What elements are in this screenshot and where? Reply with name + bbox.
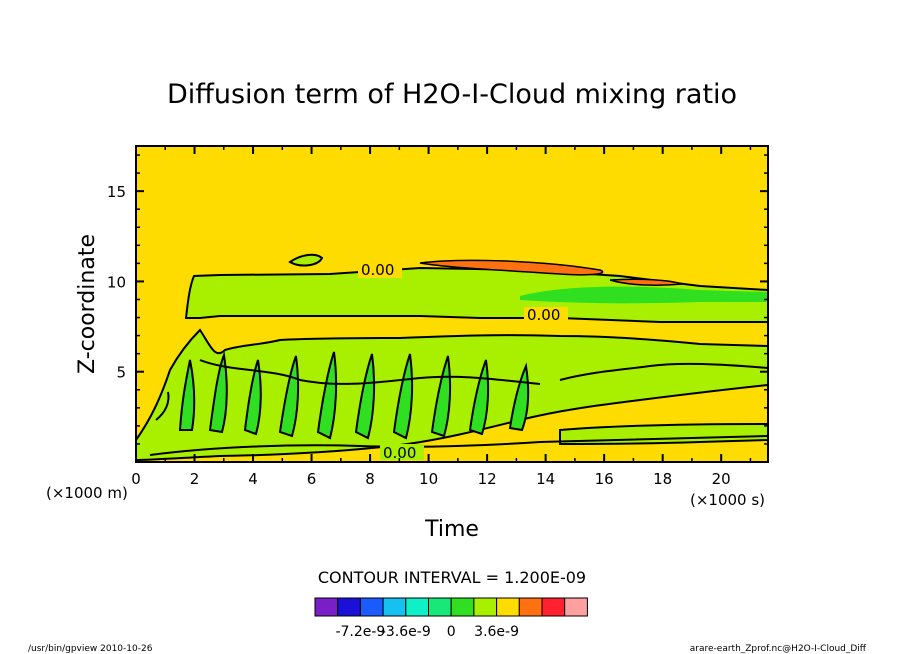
contour-lines (149, 359, 768, 456)
colorbar-swatch (359, 597, 384, 617)
stronger-negative-region (520, 286, 768, 304)
colorbar-swatch (314, 597, 339, 617)
colorbar-swatch (382, 597, 407, 617)
colorbar-swatch (428, 597, 452, 617)
x-axis-label: Time (424, 517, 479, 542)
colorbar-tick-label: 0 (447, 624, 456, 640)
chart-title: Diffusion term of H2O-I-Cloud mixing rat… (167, 79, 737, 110)
y-tick-label: 15 (107, 183, 126, 201)
y-tick-label: 10 (107, 273, 126, 291)
colorbar-tick-label: -7.2e-9 (335, 624, 385, 640)
x-tick-label: 8 (365, 470, 375, 488)
plot-area: 0.00 0.00 0.00 (135, 145, 769, 463)
colorbar-tick-label: 3.6e-9 (474, 624, 519, 640)
positive-region-1 (419, 259, 604, 276)
positive-region-2 (609, 278, 683, 286)
x-tick-label: 6 (307, 470, 317, 488)
x-tick-label: 10 (419, 470, 438, 488)
colorbar: -7.2e-9-3.6e-9 0 3.6e-9 (314, 597, 588, 640)
x-tick-label: 12 (478, 470, 497, 488)
footer-left: /usr/bin/gpview 2010-10-26 (28, 644, 153, 654)
y-tick-label: 5 (116, 364, 126, 382)
y-axis-label: Z-coordinate (75, 234, 100, 374)
contour-regions (136, 253, 768, 462)
colorbar-tick-label: -3.6e-9 (381, 624, 431, 640)
contour-interval-text: CONTOUR INTERVAL = 1.200E-09 (318, 568, 586, 587)
x-tick-label: 4 (248, 470, 258, 488)
contour-label-2: 0.00 (527, 306, 560, 324)
x-tick-label: 16 (595, 470, 614, 488)
plot-frame (135, 145, 769, 463)
colorbar-swatch (337, 597, 361, 617)
contour-label-3: 0.00 (383, 444, 416, 462)
contour-label-1: 0.00 (361, 261, 394, 279)
colorbar-swatch (564, 597, 588, 617)
y-axis: 5 10 15 (107, 154, 768, 445)
y-unit-label: (×1000 m) (46, 484, 128, 502)
colorbar-swatch (450, 597, 475, 617)
footer-right: arare-earth_Zprof.nc@H2O-I-Cloud_Diff (690, 644, 867, 654)
x-tick-label: 18 (653, 470, 672, 488)
colorbar-swatch (473, 597, 498, 617)
colorbar-swatch (496, 597, 520, 617)
colorbar-swatch (541, 597, 566, 617)
colorbar-swatch (518, 597, 543, 617)
x-tick-label: 20 (712, 470, 731, 488)
colorbar-swatch (405, 597, 429, 617)
x-unit-label: (×1000 s) (690, 491, 765, 509)
negative-region-small (288, 253, 324, 267)
x-tick-label: 14 (536, 470, 555, 488)
x-axis: 0 2 4 6 8 10 12 14 16 18 20 (131, 146, 752, 488)
x-tick-label: 2 (190, 470, 200, 488)
x-tick-label: 0 (131, 470, 141, 488)
negative-region-bottom (559, 422, 768, 446)
